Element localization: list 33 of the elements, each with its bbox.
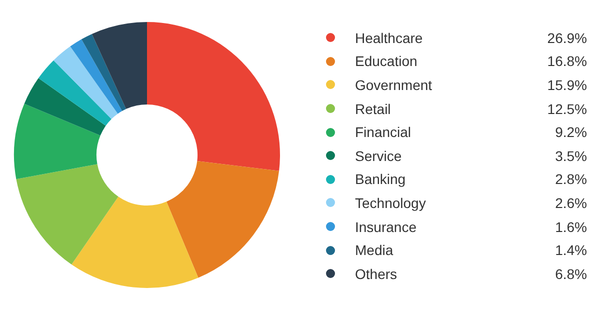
legend-label: Financial [355,124,412,140]
legend-label: Education [355,53,418,70]
legend-label: Healthcare [355,30,424,46]
data-label: 1.6% [555,218,587,235]
legend-label: Media [355,242,394,258]
donut-slice [147,22,280,171]
legend-label: Retail [355,100,392,117]
donut-slice [14,104,100,180]
legend-label: Technology [355,194,427,211]
data-label: 12.5% [547,100,587,117]
donut-slice [72,196,198,288]
donut-slice [166,161,280,278]
donut-slice [81,34,126,112]
legend-label: Service [355,148,403,164]
data-label: 1.4% [555,242,587,258]
data-label: 15.9% [547,76,587,93]
data-label: 26.9% [547,30,587,46]
legend-label: Others [355,266,398,282]
data-label: 16.8% [547,53,587,70]
donut-slice [70,39,122,114]
legend-label: Government [355,76,434,93]
donut-slice [54,46,118,120]
donut-slice [38,60,112,126]
data-label: 3.5% [555,148,587,164]
donut-slice [16,164,118,265]
data-label: 2.8% [555,171,587,188]
data-label: 9.2% [555,124,587,140]
data-label: 6.8% [555,266,587,282]
legend-label: Insurance [355,218,418,235]
donut-slice [24,78,106,136]
data-label: 2.6% [555,194,587,211]
donut-slice [92,22,147,110]
legend-label: Banking [355,171,407,188]
